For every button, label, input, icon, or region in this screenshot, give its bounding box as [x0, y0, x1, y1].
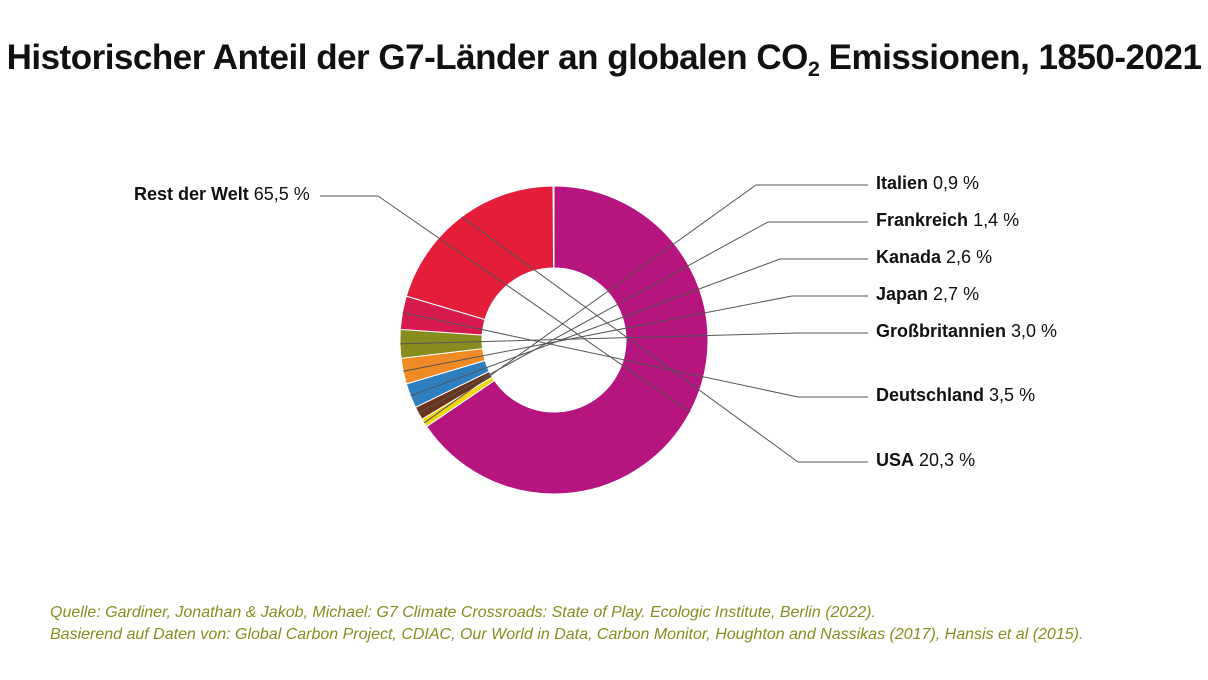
- label-value: 2,7 %: [933, 284, 979, 304]
- page: { "layout": { "width": 1208, "height": 6…: [0, 0, 1208, 680]
- label-name: Großbritannien: [876, 321, 1006, 341]
- donut-hole: [482, 268, 626, 412]
- label-name: Japan: [876, 284, 928, 304]
- label-usa: USA 20,3 %: [876, 451, 975, 469]
- chart-title: Historischer Anteil der G7-Länder an glo…: [0, 38, 1208, 78]
- footer-line: Basierend auf Daten von: Global Carbon P…: [50, 624, 1083, 646]
- label-japan: Japan 2,7 %: [876, 285, 979, 303]
- label-name: USA: [876, 450, 914, 470]
- source-footer: Quelle: Gardiner, Jonathan & Jakob, Mich…: [50, 602, 1083, 645]
- label-name: Deutschland: [876, 385, 984, 405]
- label-value: 3,5 %: [989, 385, 1035, 405]
- label-deutschland: Deutschland 3,5 %: [876, 386, 1035, 404]
- label-rest: Rest der Welt 65,5 %: [134, 185, 310, 203]
- label-value: 1,4 %: [973, 210, 1019, 230]
- label-value: 65,5 %: [254, 184, 310, 204]
- label-kanada: Kanada 2,6 %: [876, 248, 992, 266]
- donut-chart: [394, 180, 714, 500]
- label-value: 3,0 %: [1011, 321, 1057, 341]
- label-name: Frankreich: [876, 210, 968, 230]
- label-value: 0,9 %: [933, 173, 979, 193]
- label-name: Kanada: [876, 247, 941, 267]
- label-uk: Großbritannien 3,0 %: [876, 322, 1057, 340]
- footer-line: Quelle: Gardiner, Jonathan & Jakob, Mich…: [50, 602, 1083, 624]
- label-italien: Italien 0,9 %: [876, 174, 979, 192]
- label-name: Italien: [876, 173, 928, 193]
- label-value: 20,3 %: [919, 450, 975, 470]
- label-value: 2,6 %: [946, 247, 992, 267]
- label-name: Rest der Welt: [134, 184, 249, 204]
- label-frankreich: Frankreich 1,4 %: [876, 211, 1019, 229]
